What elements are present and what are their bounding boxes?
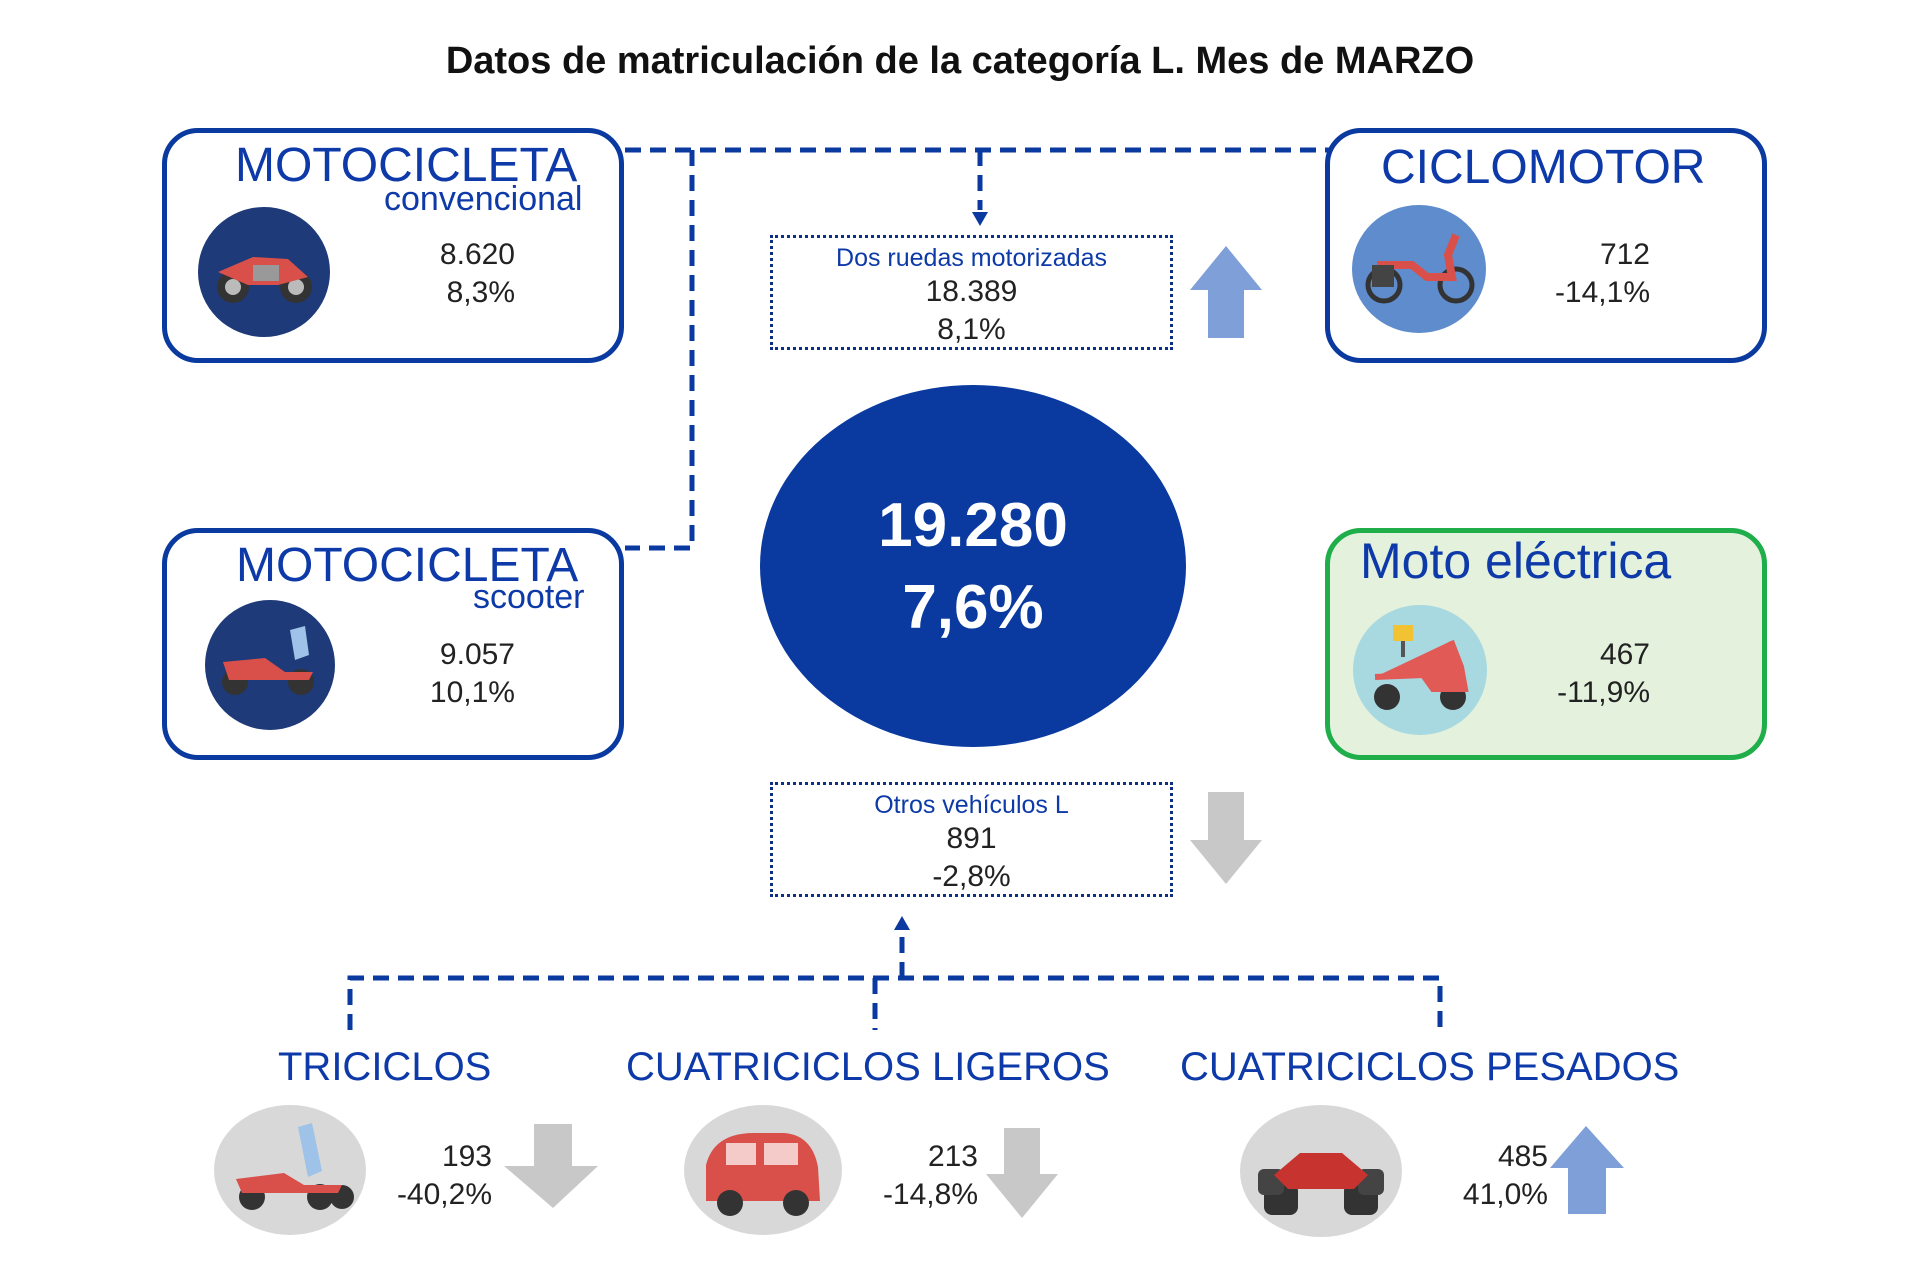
electric-scooter-icon bbox=[1353, 605, 1487, 735]
cuatriciclos-pesados-title: CUATRICICLOS PESADOS bbox=[1180, 1045, 1680, 1089]
moto-electrica-percent: -11,9% bbox=[1557, 676, 1650, 709]
scooter-icon bbox=[205, 600, 335, 730]
triciclos-title: TRICICLOS bbox=[278, 1045, 492, 1089]
dos-ruedas-percent: 8,1% bbox=[937, 313, 1006, 346]
moto-convencional-percent: 8,3% bbox=[446, 276, 515, 309]
otros-value: 891 bbox=[946, 822, 997, 855]
triciclos-value: 193 bbox=[441, 1140, 492, 1173]
cuatriciclos-ligeros-arrow-down-icon bbox=[986, 1128, 1058, 1218]
cuatriciclos-pesados-arrow-up-icon bbox=[1550, 1126, 1624, 1214]
total-ellipse bbox=[760, 385, 1186, 747]
otros-label: Otros vehículos L bbox=[874, 791, 1069, 819]
otros-pointer-icon bbox=[894, 916, 910, 930]
triciclos-percent: -40,2% bbox=[396, 1178, 492, 1211]
moto-scooter-subtitle: scooter bbox=[473, 578, 585, 616]
dos-ruedas-box: Dos ruedas motorizadas 18.389 8,1% bbox=[770, 235, 1173, 350]
moto-scooter-percent: 10,1% bbox=[429, 676, 515, 709]
microcar-icon bbox=[684, 1105, 842, 1235]
moto-convencional-value: 8.620 bbox=[439, 238, 515, 271]
quad-icon bbox=[1240, 1105, 1402, 1237]
dos-ruedas-pointer-icon bbox=[972, 212, 988, 226]
cuatriciclos-ligeros-value: 213 bbox=[927, 1140, 978, 1173]
moto-scooter-value: 9.057 bbox=[439, 638, 515, 671]
dos-ruedas-label: Dos ruedas motorizadas bbox=[836, 244, 1107, 272]
ciclomotor-value: 712 bbox=[1599, 238, 1650, 271]
tricycle-icon bbox=[214, 1105, 366, 1235]
otros-arrow-down-icon bbox=[1190, 792, 1262, 884]
ciclomotor-title: CICLOMOTOR bbox=[1381, 141, 1706, 194]
cuatriciclos-ligeros-title: CUATRICICLOS LIGEROS bbox=[626, 1045, 1110, 1089]
ciclomotor-percent: -14,1% bbox=[1554, 276, 1650, 309]
page-title: Datos de matriculación de la categoría L… bbox=[445, 40, 1475, 82]
moped-icon bbox=[1352, 205, 1486, 333]
otros-percent: -2,8% bbox=[932, 860, 1011, 893]
cuatriciclos-pesados-percent: 41,0% bbox=[1462, 1178, 1548, 1211]
cuatriciclos-ligeros-percent: -14,8% bbox=[882, 1178, 978, 1211]
moto-convencional-subtitle: convencional bbox=[384, 180, 583, 218]
bottom-connector bbox=[347, 975, 1443, 1030]
dos-ruedas-value: 18.389 bbox=[925, 275, 1018, 308]
scooter-connector bbox=[625, 150, 695, 551]
otros-box: Otros vehículos L 891 -2,8% bbox=[770, 782, 1173, 897]
triciclos-arrow-down-icon bbox=[504, 1124, 598, 1208]
moto-convencional-title: MOTOCICLETA bbox=[235, 139, 578, 192]
moto-electrica-value: 467 bbox=[1599, 638, 1650, 671]
moto-scooter-title: MOTOCICLETA bbox=[236, 539, 579, 592]
total-percent: 7,6% bbox=[902, 573, 1044, 642]
motorcycle-icon bbox=[198, 207, 330, 337]
moto-electrica-title: Moto eléctrica bbox=[1360, 533, 1672, 589]
total-value: 19.280 bbox=[878, 491, 1068, 560]
cuatriciclos-pesados-value: 485 bbox=[1497, 1140, 1548, 1173]
dos-ruedas-arrow-up-icon bbox=[1190, 246, 1262, 338]
